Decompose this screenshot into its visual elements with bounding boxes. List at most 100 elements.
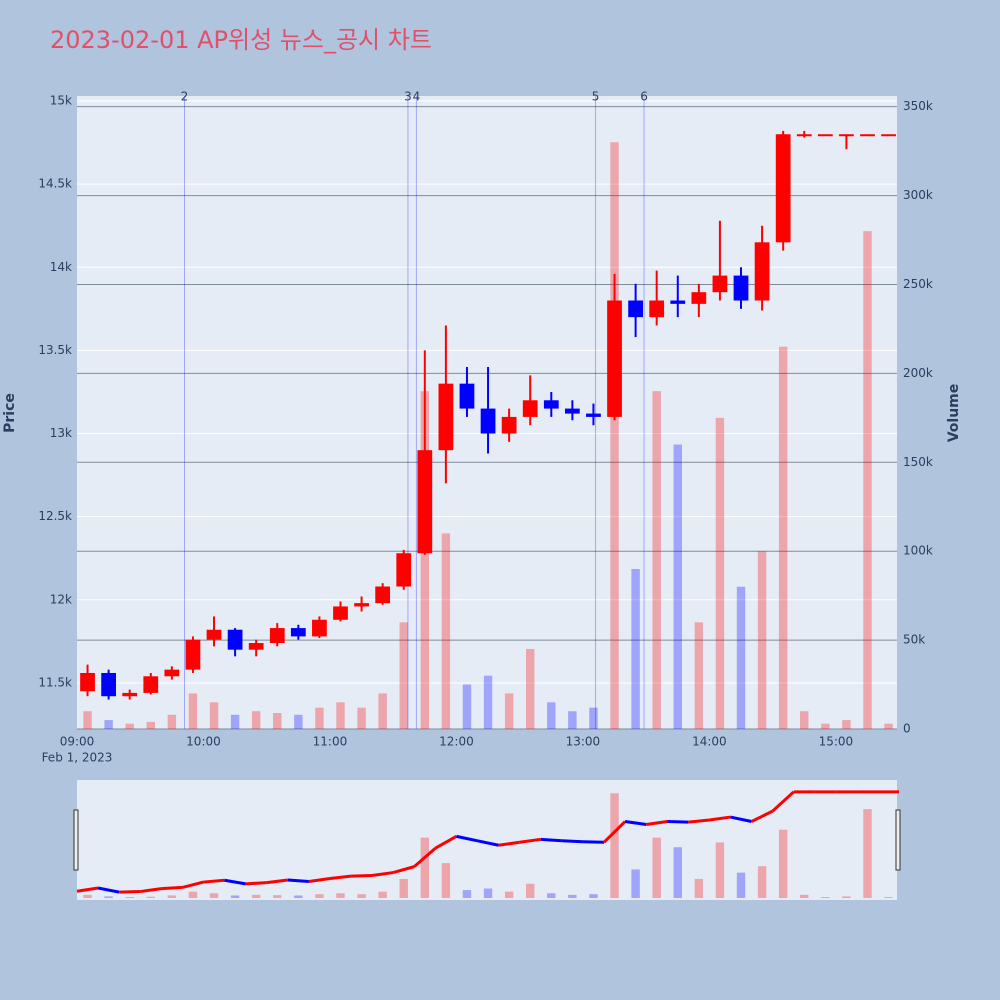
- candle-body: [354, 603, 369, 607]
- candle-body: [522, 400, 538, 417]
- mini-candle: [498, 840, 520, 847]
- volume-bar: [483, 675, 493, 729]
- volume-bar: [863, 231, 872, 729]
- mini-candle: [329, 874, 352, 880]
- x-tick-label: 10:00: [186, 735, 221, 749]
- candle-body: [796, 134, 812, 137]
- candle-body: [101, 672, 116, 697]
- candle-body: [628, 300, 643, 318]
- y2-tick-label: 300k: [903, 188, 933, 202]
- mini-candle: [477, 839, 499, 847]
- y2-axis-title: Volume: [946, 384, 962, 443]
- volume-bar: [568, 711, 577, 729]
- mini-candle: [456, 834, 478, 843]
- slider-handle[interactable]: [73, 809, 79, 871]
- mini-candle: [540, 837, 562, 843]
- mini-candle: [266, 878, 288, 885]
- y-tick-label: 13k: [50, 426, 72, 440]
- mini-candle: [519, 837, 541, 844]
- candle-body: [459, 383, 475, 409]
- mini-candle: [245, 881, 267, 886]
- candle-body: [564, 408, 580, 414]
- mini-volume-bar: [589, 894, 598, 898]
- candle-body: [312, 619, 327, 637]
- candle-body: [396, 553, 412, 587]
- candle-body: [860, 134, 875, 137]
- y2-tick-label: 0: [903, 722, 911, 736]
- mini-volume-bar: [125, 897, 134, 898]
- candle-body: [290, 628, 306, 637]
- mini-volume-bar: [652, 837, 661, 898]
- mini-candle: [688, 818, 710, 824]
- candle-body: [649, 300, 665, 318]
- y-tick-label: 15k: [50, 93, 72, 107]
- mini-volume-bar: [83, 894, 92, 898]
- mini-volume-bar: [146, 896, 155, 898]
- mini-volume-bar: [547, 893, 556, 898]
- candle-body: [248, 643, 264, 650]
- mini-volume-bar: [378, 891, 387, 898]
- candle-body: [839, 134, 854, 137]
- mini-candle: [392, 865, 415, 875]
- volume-bar: [504, 693, 514, 729]
- volume-bar: [167, 714, 177, 729]
- candle-body: [691, 292, 707, 304]
- volume-bar: [525, 648, 535, 729]
- candle-body: [122, 692, 138, 697]
- x-tick-label: 09:00: [60, 735, 95, 749]
- mini-candle: [203, 878, 225, 884]
- y-tick-label: 14k: [50, 260, 72, 274]
- y-tick-label: 13.5k: [38, 343, 72, 357]
- news-label: 6: [640, 90, 648, 104]
- mini-volume-bar: [230, 895, 240, 898]
- candle-body: [586, 413, 601, 417]
- slider-handle[interactable]: [895, 809, 901, 871]
- candle-body: [733, 275, 749, 301]
- candle-body: [80, 672, 95, 692]
- mini-volume-bar: [778, 829, 788, 898]
- candle-body: [333, 606, 348, 620]
- candle-body: [607, 300, 622, 417]
- mini-volume-bar: [315, 894, 324, 898]
- candle-body: [438, 383, 454, 451]
- candle-body: [712, 275, 728, 293]
- candle-body: [206, 629, 222, 640]
- candle-body: [881, 134, 896, 137]
- volume-bar: [104, 720, 113, 729]
- mini-volume-bar: [357, 894, 366, 898]
- mini-candle: [350, 874, 373, 878]
- mini-volume-bar: [800, 894, 809, 898]
- mini-volume-bar: [209, 893, 219, 898]
- mini-candle: [140, 887, 162, 894]
- mini-volume-bar: [294, 895, 303, 898]
- mini-volume-bar: [757, 866, 767, 898]
- x-tick-label: 11:00: [313, 735, 348, 749]
- mini-volume-bar: [694, 878, 704, 898]
- volume-bar: [273, 712, 282, 729]
- x-tick-label: 13:00: [566, 735, 601, 749]
- mini-volume-bar: [715, 842, 725, 898]
- mini-volume-bar: [610, 793, 619, 898]
- mini-volume-bar: [251, 894, 261, 898]
- candle-body: [670, 300, 686, 304]
- mini-candle: [582, 840, 605, 844]
- x-tick-label: 14:00: [692, 735, 727, 749]
- volume-bar: [715, 417, 725, 729]
- mini-candle: [561, 839, 583, 844]
- mini-volume-bar: [821, 897, 830, 898]
- mini-candle: [602, 820, 627, 844]
- volume-bar: [209, 702, 219, 729]
- mini-volume-bar: [273, 895, 282, 898]
- volume-bar: [188, 693, 198, 729]
- volume-bar: [547, 702, 556, 729]
- mini-candle: [97, 886, 120, 894]
- x-tick-label: 15:00: [819, 735, 854, 749]
- mini-volume-bar: [104, 896, 113, 898]
- volume-bar: [800, 711, 809, 729]
- volume-bar: [757, 551, 767, 729]
- x-date-label: Feb 1, 2023: [42, 751, 113, 765]
- mini-volume-bar: [441, 863, 451, 898]
- y2-tick-label: 200k: [903, 366, 933, 380]
- mini-candle: [624, 820, 647, 826]
